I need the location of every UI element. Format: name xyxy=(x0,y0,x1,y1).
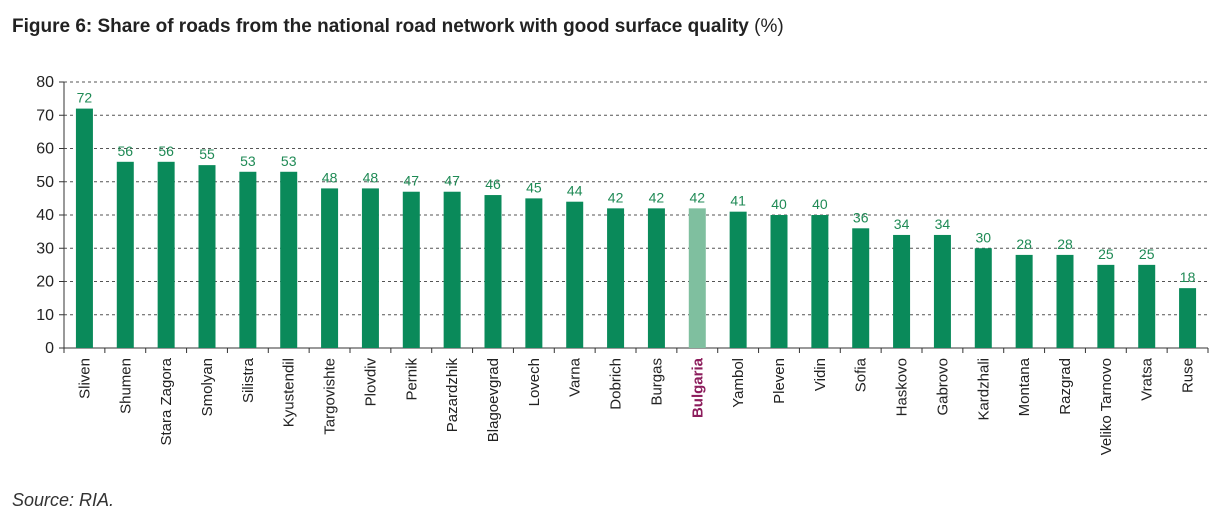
bar xyxy=(893,234,911,348)
x-tick-label: Varna xyxy=(567,357,584,397)
data-label: 25 xyxy=(1098,246,1114,262)
x-tick-label: Vidin xyxy=(812,358,829,391)
bar xyxy=(280,171,298,348)
x-tick-label: Burgas xyxy=(648,358,665,406)
x-tick-label: Pazardzhik xyxy=(444,358,461,433)
data-label: 44 xyxy=(567,183,583,199)
data-label: 47 xyxy=(444,173,460,189)
x-tick-label: Bulgaria xyxy=(689,357,706,418)
x-tick-label: Lovech xyxy=(526,358,543,406)
data-label: 53 xyxy=(281,153,297,169)
data-label: 48 xyxy=(363,169,379,185)
x-tick-label: Plovdiv xyxy=(362,358,379,407)
bar xyxy=(1056,254,1074,348)
x-tick-label: Kyustendil xyxy=(281,358,298,427)
data-label: 34 xyxy=(935,216,951,232)
bar xyxy=(647,208,665,348)
data-label: 25 xyxy=(1139,246,1155,262)
x-tick-label: Sofia xyxy=(853,357,870,392)
y-tick-label: 50 xyxy=(36,174,54,191)
data-label: 48 xyxy=(322,169,338,185)
data-label: 40 xyxy=(812,196,828,212)
chart-title: Figure 6: Share of roads from the nation… xyxy=(12,16,784,38)
data-label: 55 xyxy=(199,146,215,162)
bar xyxy=(770,215,788,348)
bar xyxy=(607,208,625,348)
bar xyxy=(852,228,870,348)
x-tick-label: Blagoevgrad xyxy=(485,358,502,442)
y-tick-label: 80 xyxy=(36,74,54,91)
data-label: 56 xyxy=(158,143,174,159)
x-tick-label: Gabrovo xyxy=(934,358,951,416)
y-tick-label: 60 xyxy=(36,141,54,158)
data-label: 53 xyxy=(240,153,256,169)
bar xyxy=(1097,264,1115,348)
x-tick-label: Pernik xyxy=(403,358,420,401)
x-tick-label: Dobrich xyxy=(608,358,625,410)
data-label: 28 xyxy=(1016,236,1032,252)
data-label: 42 xyxy=(689,189,705,205)
bar xyxy=(157,161,175,348)
bar xyxy=(566,201,584,348)
x-tick-label: Silistra xyxy=(240,357,257,403)
y-tick-label: 20 xyxy=(36,274,54,291)
bar xyxy=(729,211,747,348)
data-label: 42 xyxy=(608,189,624,205)
bar xyxy=(75,108,93,348)
bar xyxy=(1138,264,1156,348)
y-tick-label: 30 xyxy=(36,240,54,257)
bar xyxy=(402,191,420,348)
bar xyxy=(443,191,461,348)
bar xyxy=(1015,254,1033,348)
x-tick-label: Razgrad xyxy=(1057,358,1074,415)
bar xyxy=(321,188,339,348)
x-tick-label: Sliven xyxy=(76,358,93,399)
x-tick-label: Shumen xyxy=(117,358,134,414)
data-label: 41 xyxy=(730,193,746,209)
x-tick-label: Stara Zagora xyxy=(158,357,175,445)
data-label: 34 xyxy=(894,216,910,232)
bar xyxy=(525,198,543,348)
data-label: 30 xyxy=(975,229,991,245)
y-tick-label: 40 xyxy=(36,207,54,224)
data-label: 36 xyxy=(853,209,869,225)
x-tick-label: Veliko Tarnovo xyxy=(1098,358,1115,455)
bar xyxy=(116,161,134,348)
data-label: 72 xyxy=(77,90,93,106)
data-label: 40 xyxy=(771,196,787,212)
data-label: 46 xyxy=(485,176,501,192)
bar xyxy=(974,248,992,348)
data-label: 28 xyxy=(1057,236,1073,252)
y-tick-label: 10 xyxy=(36,307,54,324)
x-tick-label: Vratsa xyxy=(1139,357,1156,400)
chart-title-unit: (%) xyxy=(754,16,784,37)
bar xyxy=(198,165,216,348)
bar xyxy=(688,208,706,348)
x-tick-label: Smolyan xyxy=(199,358,216,416)
y-tick-label: 70 xyxy=(36,107,54,124)
y-tick-label: 0 xyxy=(45,340,54,357)
bar xyxy=(484,195,502,348)
x-tick-label: Yambol xyxy=(730,358,747,408)
data-label: 56 xyxy=(117,143,133,159)
source-note: Source: RIA. xyxy=(12,490,115,510)
data-label: 47 xyxy=(403,173,419,189)
x-tick-label: Montana xyxy=(1016,357,1033,416)
bar xyxy=(361,188,379,348)
data-label: 45 xyxy=(526,179,542,195)
data-label: 18 xyxy=(1180,269,1196,285)
data-label: 42 xyxy=(649,189,665,205)
x-tick-label: Pleven xyxy=(771,358,788,404)
bar xyxy=(239,171,257,348)
x-tick-label: Targovishte xyxy=(322,358,339,435)
bar xyxy=(811,215,829,348)
x-tick-label: Ruse xyxy=(1180,358,1197,393)
bar xyxy=(933,234,951,348)
chart-title-text: Figure 6: Share of roads from the nation… xyxy=(12,16,749,37)
x-tick-label: Kardzhali xyxy=(975,358,992,421)
bar xyxy=(1179,288,1197,348)
x-tick-label: Haskovo xyxy=(894,358,911,416)
